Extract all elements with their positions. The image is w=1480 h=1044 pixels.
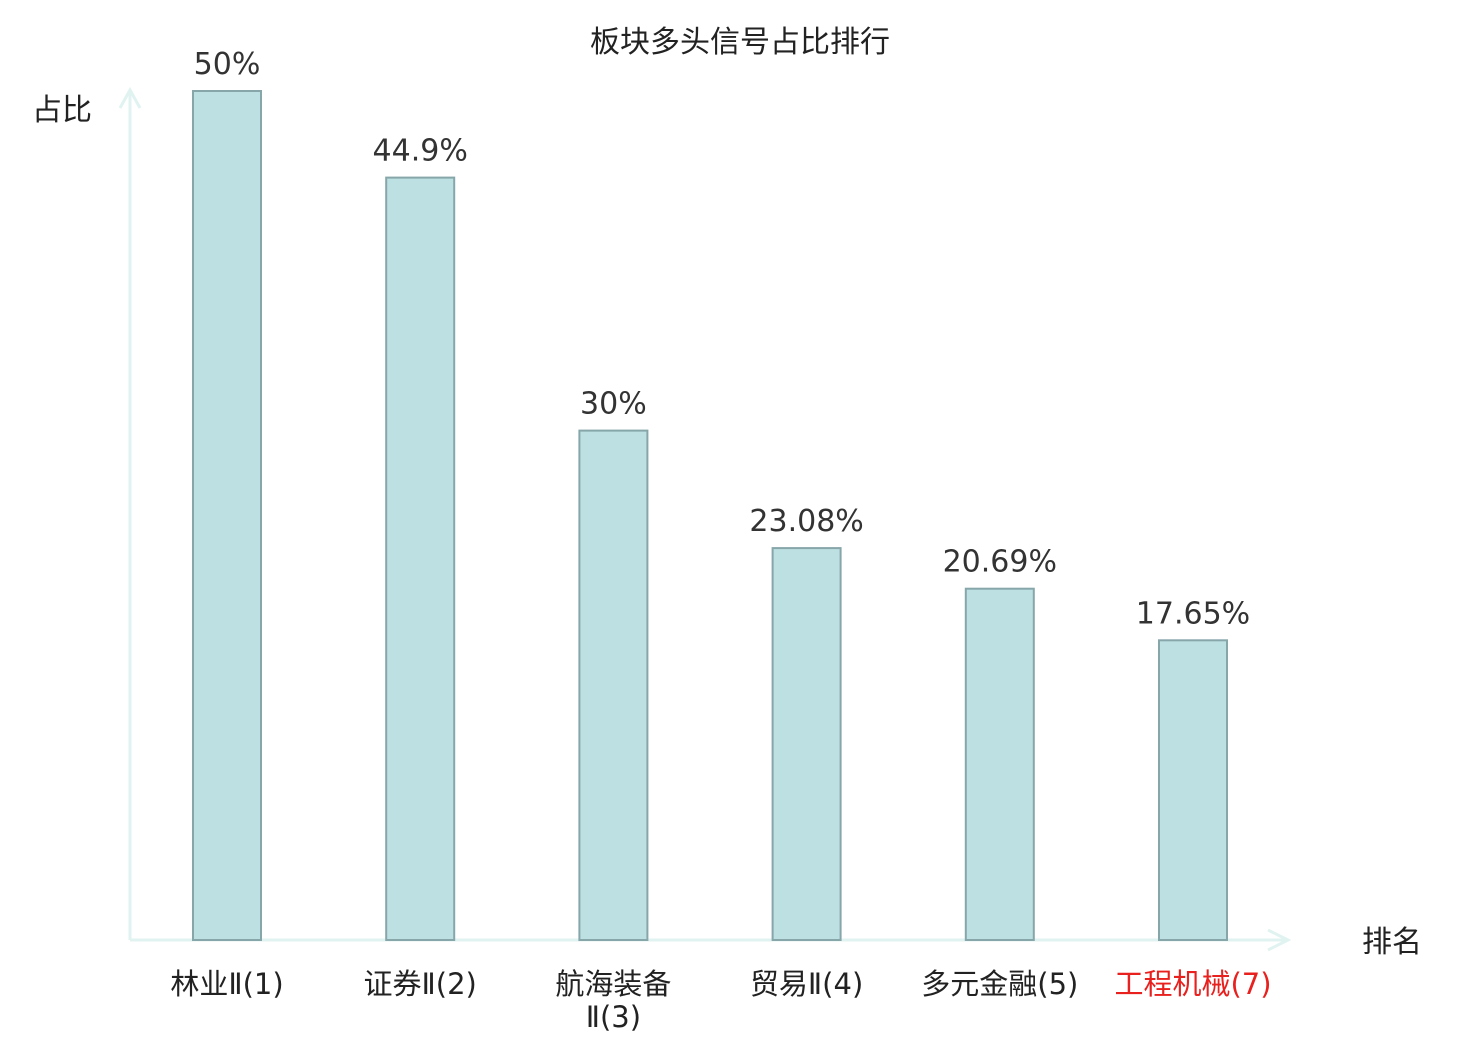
value-label-5: 20.69% (943, 545, 1057, 580)
category-label-6: 工程机械(7) (1114, 967, 1271, 1001)
bars-group: 50% 林业Ⅱ(1) 44.9% 证券Ⅱ(2) 30% 航海装备 Ⅱ(3) 23.08% 贸易Ⅱ… (170, 47, 1271, 1034)
x-axis-arrow (1267, 928, 1292, 952)
category-label-2: 证券Ⅱ(2) (364, 967, 477, 1001)
category-label-4: 贸易Ⅱ(4) (750, 967, 863, 1001)
bar-6 (1158, 639, 1228, 941)
category-label-1: 林业Ⅱ(1) (170, 967, 283, 1001)
bar-5 (964, 587, 1035, 941)
value-label-2: 44.9% (373, 134, 468, 169)
category-label-3: 航海装备 Ⅱ(3) (555, 967, 671, 1034)
category-label-5: 多元金融(5) (921, 967, 1078, 1001)
value-label-3: 30% (580, 387, 647, 422)
value-label-4: 23.08% (749, 504, 863, 539)
chart-title: 板块多头信号占比排行 (590, 25, 890, 60)
value-label-1: 50% (194, 47, 261, 82)
y-axis-arrow (118, 86, 142, 109)
y-axis-label: 占比 (32, 93, 92, 128)
bar-3 (578, 429, 649, 941)
bar-2 (385, 176, 456, 942)
bar-4 (771, 547, 842, 941)
bar-1 (192, 90, 262, 941)
x-axis-label: 排名 (1362, 925, 1422, 960)
value-label-6: 17.65% (1136, 596, 1250, 631)
